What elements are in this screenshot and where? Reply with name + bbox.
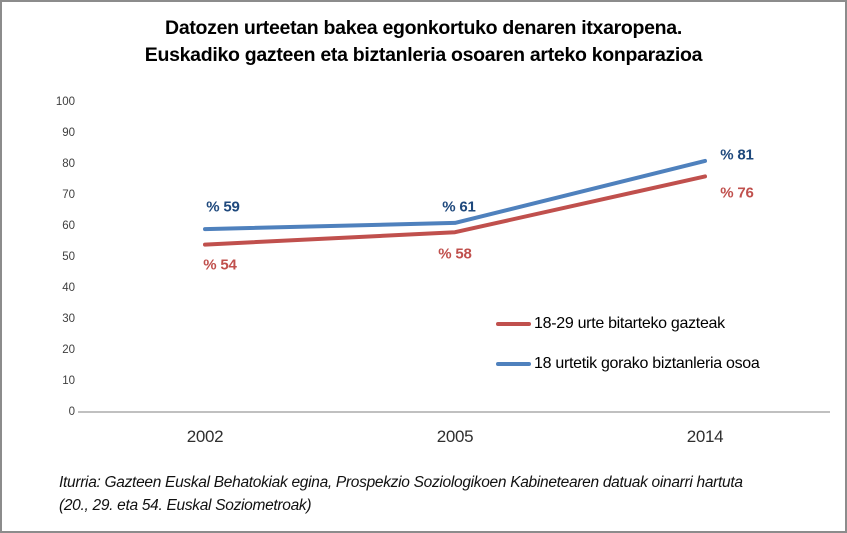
data-label: % 54 <box>203 256 237 274</box>
legend-swatch-youth <box>496 321 531 326</box>
y-axis-tick-label: 80 <box>62 158 75 170</box>
y-axis-tick-label: 30 <box>62 313 75 325</box>
y-axis-tick-label: 70 <box>62 189 75 201</box>
legend-item-youth: 18-29 urte bitarteko gazteak <box>496 308 760 339</box>
data-label: % 58 <box>438 245 472 263</box>
x-axis-tick-label: 2005 <box>436 427 474 446</box>
series-line-1 <box>203 158 707 232</box>
legend-label-total: 18 urtetik gorako biztanleria osoa <box>534 354 760 372</box>
data-label: % 81 <box>720 146 754 164</box>
y-axis-tick-label: 0 <box>68 406 75 418</box>
y-axis-tick-label: 100 <box>55 96 75 108</box>
y-axis-tick-label: 90 <box>62 127 75 139</box>
data-label: % 59 <box>206 198 240 216</box>
legend-item-total: 18 urtetik gorako biztanleria osoa <box>496 348 760 379</box>
y-axis-tick-label: 50 <box>62 251 75 263</box>
legend-label-youth: 18-29 urte bitarteko gazteak <box>534 314 725 332</box>
y-axis-tick-label: 20 <box>62 344 75 356</box>
x-axis-tick-label: 2014 <box>686 427 724 446</box>
y-axis-tick-label: 60 <box>62 220 75 232</box>
chart-title: Datozen urteetan bakea egonkortuko denar… <box>2 15 845 69</box>
y-axis-tick-label: 40 <box>62 282 75 294</box>
legend-swatch-total <box>496 361 531 366</box>
source-note-line1: Iturria: Gazteen Euskal Behatokiak egina… <box>59 474 743 491</box>
legend: 18-29 urte bitarteko gazteak 18 urtetik … <box>496 308 760 379</box>
chart-title-line1: Datozen urteetan bakea egonkortuko denar… <box>165 17 682 39</box>
y-axis-tick-label: 10 <box>62 375 75 387</box>
source-note-line2: (20., 29. eta 54. Euskal Soziometroak) <box>59 497 312 514</box>
x-axis-tick-label: 2002 <box>186 427 224 446</box>
chart-title-line2: Euskadiko gazteen eta biztanleria osoare… <box>144 44 703 66</box>
data-label: % 61 <box>442 198 476 216</box>
source-note: Iturria: Gazteen Euskal Behatokiak egina… <box>59 471 743 517</box>
data-label: % 76 <box>720 184 754 202</box>
series-line-0 <box>203 174 707 247</box>
